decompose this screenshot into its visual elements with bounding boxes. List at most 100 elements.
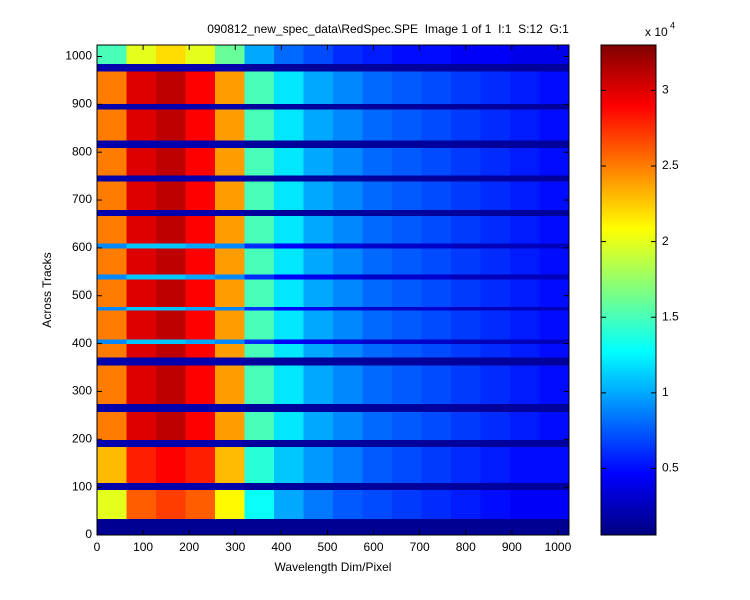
heatmap-cell bbox=[303, 446, 334, 483]
heatmap-cell bbox=[451, 63, 481, 72]
heatmap-cell bbox=[510, 356, 540, 366]
heatmap-cell bbox=[244, 209, 275, 216]
heatmap-cell bbox=[451, 45, 481, 65]
heatmap-cell bbox=[421, 310, 452, 340]
heatmap-cell bbox=[215, 356, 245, 366]
heatmap-cell bbox=[244, 103, 275, 110]
heatmap-cell bbox=[156, 518, 186, 536]
heatmap-cell bbox=[97, 518, 127, 536]
heatmap-cell bbox=[362, 278, 393, 307]
heatmap-cell bbox=[303, 338, 334, 345]
heatmap-cell bbox=[244, 109, 275, 141]
heatmap-cell bbox=[451, 243, 481, 249]
heatmap-cell bbox=[303, 109, 334, 141]
heatmap-cell bbox=[451, 306, 481, 311]
heatmap-cell bbox=[97, 403, 127, 413]
heatmap-cell bbox=[421, 140, 452, 148]
heatmap-cell bbox=[97, 446, 127, 483]
heatmap-cell bbox=[451, 482, 481, 491]
heatmap-cell bbox=[126, 180, 157, 211]
heatmap-cell bbox=[244, 403, 275, 413]
heatmap-cell bbox=[392, 70, 422, 104]
heatmap-cell bbox=[156, 109, 186, 141]
heatmap-cell bbox=[215, 109, 245, 141]
heatmap-cell bbox=[333, 180, 363, 211]
heatmap-cell bbox=[185, 147, 216, 176]
heatmap-cell bbox=[392, 243, 422, 249]
heatmap-cell bbox=[451, 180, 481, 211]
axes-frame bbox=[96, 44, 570, 536]
heatmap-cell bbox=[215, 180, 245, 211]
heatmap-cell bbox=[244, 338, 275, 345]
heatmap-cell bbox=[274, 45, 304, 65]
heatmap-cell bbox=[303, 482, 334, 491]
heatmap-cell bbox=[333, 518, 363, 536]
heatmap-cell bbox=[510, 274, 540, 280]
heatmap-cell bbox=[156, 343, 186, 358]
heatmap-cell bbox=[215, 140, 245, 148]
heatmap-cell bbox=[421, 180, 452, 211]
heatmap-cell bbox=[333, 215, 363, 244]
heatmap-cell bbox=[185, 518, 216, 536]
heatmap-cell bbox=[510, 518, 540, 536]
heatmap-cell bbox=[215, 306, 245, 311]
heatmap-cell bbox=[156, 356, 186, 366]
heatmap-cell bbox=[185, 482, 216, 491]
heatmap-cell bbox=[421, 489, 452, 519]
x-tick-label: 200 bbox=[179, 540, 199, 554]
heatmap-cell bbox=[421, 243, 452, 249]
heatmap-cell bbox=[215, 243, 245, 249]
x-tick-label: 600 bbox=[364, 540, 384, 554]
heatmap-cell bbox=[480, 140, 511, 148]
heatmap-cell bbox=[451, 343, 481, 358]
heatmap-cell bbox=[392, 343, 422, 358]
heatmap-cell bbox=[451, 175, 481, 182]
heatmap-cell bbox=[362, 306, 393, 311]
heatmap-cell bbox=[274, 63, 304, 72]
heatmap-cell bbox=[303, 403, 334, 413]
heatmap-cell bbox=[126, 140, 157, 148]
heatmap-cell bbox=[274, 411, 304, 440]
heatmap-cell bbox=[215, 278, 245, 307]
heatmap-cell bbox=[333, 310, 363, 340]
heatmap-cell bbox=[539, 403, 570, 413]
heatmap-cell bbox=[392, 446, 422, 483]
heatmap-cell bbox=[303, 140, 334, 148]
heatmap-cell bbox=[215, 63, 245, 72]
heatmap-cell bbox=[392, 365, 422, 404]
colorbar-tick-label: 0.5 bbox=[662, 461, 679, 475]
heatmap-cell bbox=[126, 338, 157, 345]
heatmap-cell bbox=[392, 63, 422, 72]
colorbar-multiplier: x 10 bbox=[645, 25, 668, 39]
heatmap-cell bbox=[185, 45, 216, 65]
heatmap-cell bbox=[215, 482, 245, 491]
heatmap-cell bbox=[539, 365, 570, 404]
heatmap-cell bbox=[451, 247, 481, 275]
heatmap-cell bbox=[392, 310, 422, 340]
heatmap-cell bbox=[185, 310, 216, 340]
heatmap-cell bbox=[244, 180, 275, 211]
heatmap-cell bbox=[539, 215, 570, 244]
heatmap-cell bbox=[362, 356, 393, 366]
heatmap-cell bbox=[274, 247, 304, 275]
heatmap-cell bbox=[510, 63, 540, 72]
heatmap-cell bbox=[185, 109, 216, 141]
heatmap-cell bbox=[362, 439, 393, 447]
heatmap-cell bbox=[303, 274, 334, 280]
chart-title: 090812_new_spec_data\RedSpec.SPE Image 1… bbox=[207, 22, 569, 36]
heatmap-cell bbox=[97, 365, 127, 404]
heatmap-cell bbox=[303, 215, 334, 244]
heatmap-cell bbox=[392, 109, 422, 141]
heatmap-cell bbox=[480, 247, 511, 275]
heatmap-cell bbox=[362, 489, 393, 519]
heatmap-cell bbox=[392, 175, 422, 182]
heatmap-cell bbox=[244, 356, 275, 366]
heatmap-cell bbox=[126, 343, 157, 358]
heatmap-cell bbox=[421, 274, 452, 280]
heatmap-cell bbox=[274, 446, 304, 483]
heatmap-cell bbox=[97, 278, 127, 307]
heatmap-cell bbox=[421, 518, 452, 536]
heatmap-cell bbox=[126, 175, 157, 182]
heatmap-cell bbox=[274, 365, 304, 404]
heatmap-cell bbox=[215, 343, 245, 358]
